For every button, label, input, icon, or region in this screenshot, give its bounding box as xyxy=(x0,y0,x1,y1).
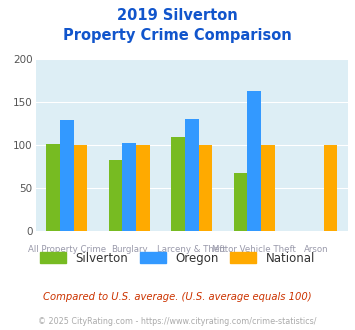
Text: All Property Crime: All Property Crime xyxy=(28,245,106,254)
Bar xyxy=(73,145,87,231)
Bar xyxy=(122,143,136,231)
Bar xyxy=(171,137,185,231)
Bar xyxy=(136,145,150,231)
Text: Burglary: Burglary xyxy=(111,245,148,254)
Bar xyxy=(60,120,73,231)
Bar xyxy=(234,173,247,231)
Bar xyxy=(46,144,60,231)
Text: Larceny & Theft: Larceny & Theft xyxy=(157,245,226,254)
Text: Arson: Arson xyxy=(304,245,329,254)
Bar xyxy=(198,145,212,231)
Bar xyxy=(185,119,198,231)
Text: Compared to U.S. average. (U.S. average equals 100): Compared to U.S. average. (U.S. average … xyxy=(43,292,312,302)
Text: Motor Vehicle Theft: Motor Vehicle Theft xyxy=(212,245,296,254)
Legend: Silverton, Oregon, National: Silverton, Oregon, National xyxy=(40,252,315,265)
Bar xyxy=(323,145,337,231)
Text: © 2025 CityRating.com - https://www.cityrating.com/crime-statistics/: © 2025 CityRating.com - https://www.city… xyxy=(38,317,317,326)
Text: 2019 Silverton: 2019 Silverton xyxy=(117,8,238,23)
Bar xyxy=(247,91,261,231)
Text: Property Crime Comparison: Property Crime Comparison xyxy=(63,28,292,43)
Bar xyxy=(109,160,122,231)
Bar xyxy=(261,145,275,231)
